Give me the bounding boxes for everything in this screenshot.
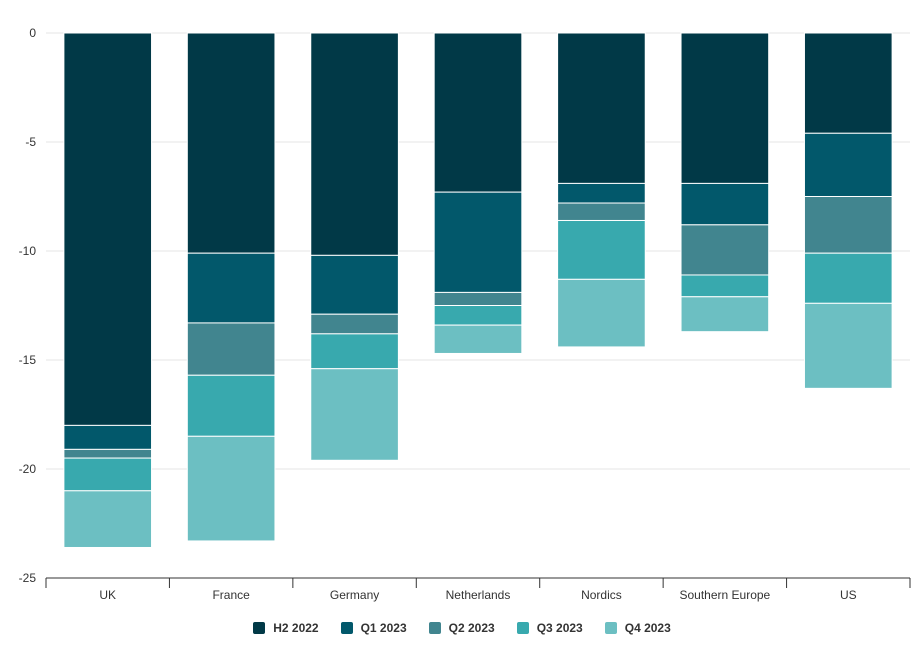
bar-segment (680, 296, 770, 333)
y-tick-label: -5 (25, 135, 36, 149)
bar-segment (803, 32, 893, 134)
x-tick-label: Southern Europe (679, 588, 770, 602)
stacked-bar-chart: 0 -5 -10 -15 -20 -25 UK France Germany Netherland… (19, 26, 911, 602)
y-tick-label: -25 (19, 571, 37, 585)
legend-swatch (516, 622, 529, 634)
bar-segment (63, 457, 153, 492)
x-tick-label: France (212, 588, 250, 602)
y-tick-label: -10 (19, 244, 37, 258)
legend-item[interactable]: Q2 2023 (428, 621, 495, 635)
y-tick-label: 0 (29, 26, 36, 40)
bar-segment (63, 424, 153, 450)
legend-item[interactable]: H2 2022 (253, 621, 319, 635)
bar-segment (803, 302, 893, 389)
legend-swatch (253, 622, 266, 634)
bar-segment (310, 333, 399, 370)
bar-segment (186, 322, 276, 376)
bar-segment (63, 490, 153, 548)
bar-segment (63, 32, 153, 426)
legend-label: Q1 2023 (360, 621, 407, 635)
bar-segment (310, 32, 399, 256)
bar-segment (680, 182, 770, 226)
bar-segment (557, 219, 646, 280)
bar-segment (433, 324, 523, 354)
x-tick-label: Nordics (581, 588, 622, 602)
legend-label: Q3 2023 (536, 621, 583, 635)
legend-item[interactable]: Q4 2023 (604, 621, 671, 635)
bar-segment (433, 291, 523, 307)
bar-segment (433, 191, 523, 293)
x-tick-label: Germany (330, 588, 379, 602)
legend-label: H2 2022 (273, 621, 319, 635)
bar-segment (186, 252, 276, 324)
legend-item[interactable]: Q3 2023 (516, 621, 583, 635)
x-tick-label: US (840, 588, 857, 602)
x-tick-label: UK (99, 588, 116, 602)
bar-segment (186, 374, 276, 437)
bar-segment (310, 368, 399, 461)
bar-segment (186, 435, 276, 542)
x-tick-label: Netherlands (446, 588, 511, 602)
bar-segment (557, 182, 646, 204)
bar-segment (310, 313, 399, 335)
y-tick-label: -20 (19, 462, 37, 476)
bar-segment (186, 32, 276, 254)
bar-segment (310, 254, 399, 315)
bar-segment (680, 32, 770, 184)
bar-segment (680, 224, 770, 276)
bar-segment (680, 274, 770, 298)
bar-segment (557, 278, 646, 348)
legend-swatch (428, 622, 441, 634)
bar-segment (557, 202, 646, 221)
bar-segment (803, 196, 893, 254)
legend-label: Q4 2023 (624, 621, 671, 635)
legend-swatch (604, 622, 617, 634)
y-tick-label: -15 (19, 353, 37, 367)
legend: H2 2022 Q1 2023 Q2 2023 Q3 2023 Q4 2023 (0, 621, 924, 635)
bar-segment (803, 132, 893, 197)
legend-label: Q2 2023 (448, 621, 495, 635)
legend-swatch (340, 622, 353, 634)
bar-segment (803, 252, 893, 304)
bar-segment (557, 32, 646, 184)
legend-item[interactable]: Q1 2023 (340, 621, 407, 635)
bar-segment (433, 305, 523, 326)
bar-segment (433, 32, 523, 193)
bar-segment (63, 448, 153, 459)
